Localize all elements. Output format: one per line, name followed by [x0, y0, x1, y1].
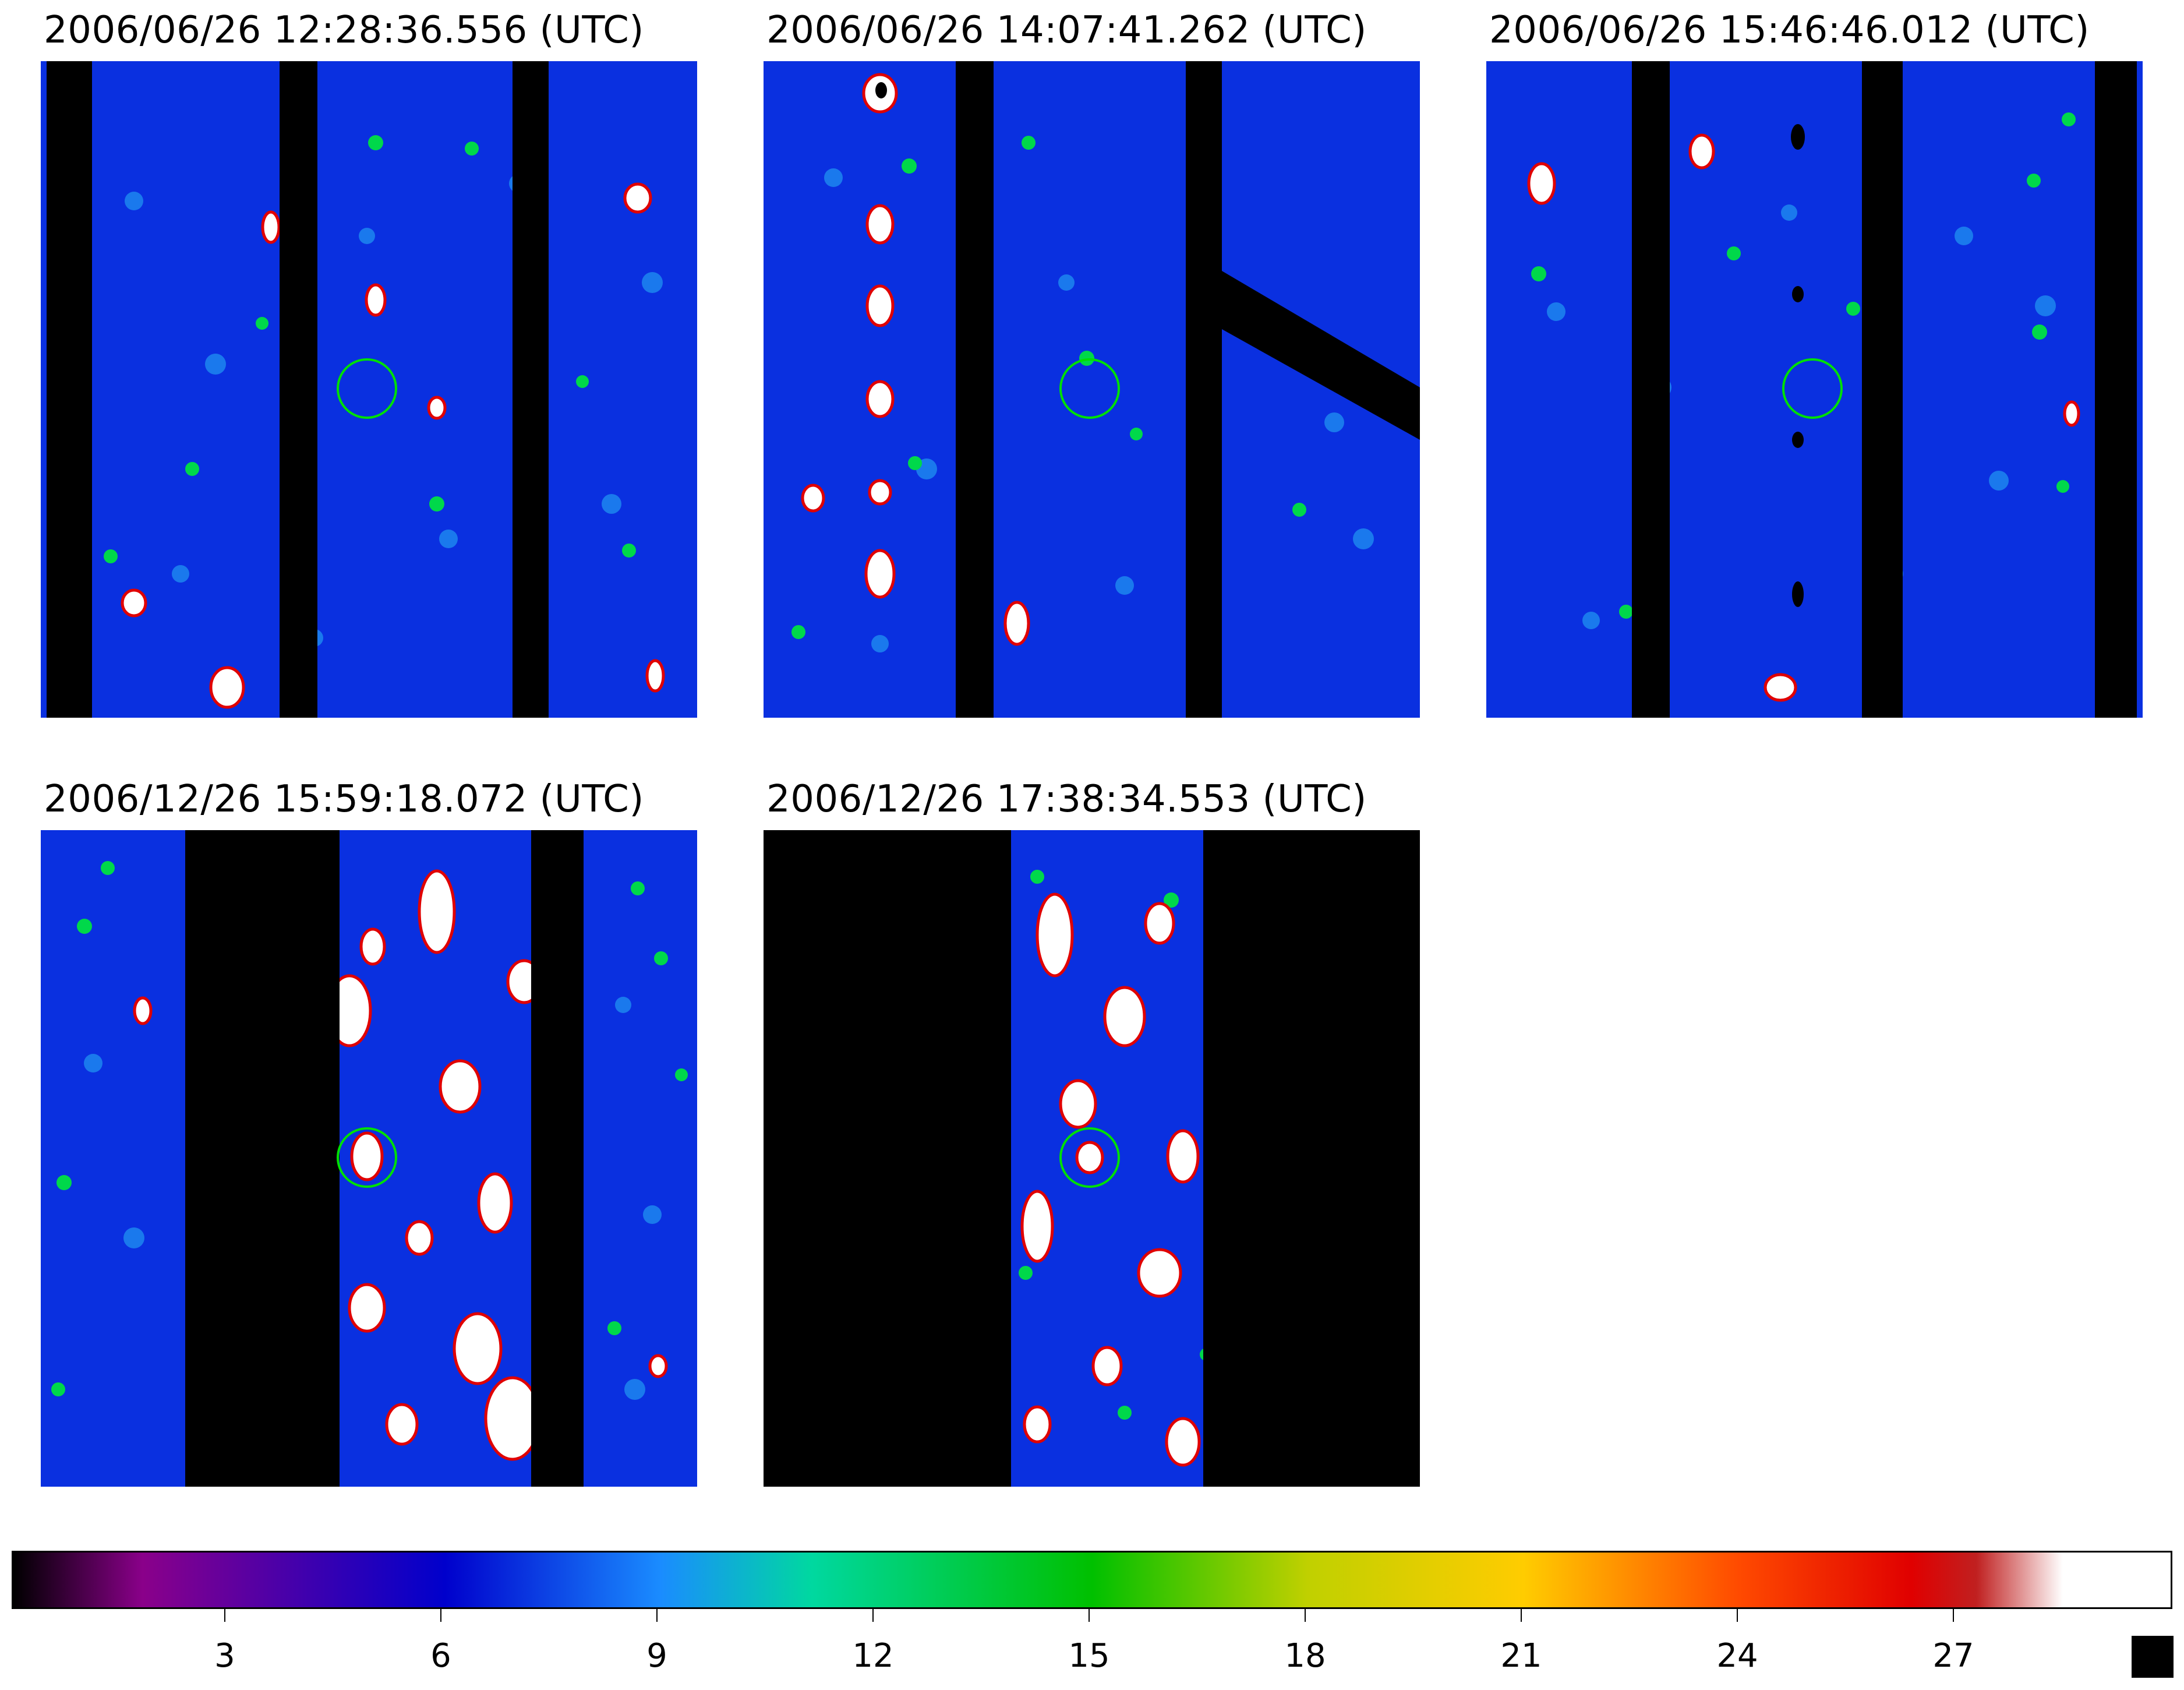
panel-5-image: [764, 830, 1420, 1487]
saturation-swatch: [2132, 1636, 2174, 1678]
colorbar-tick-label: 24: [1716, 1637, 1758, 1675]
panel-2-title: 2006/06/26 14:07:41.262 (UTC): [766, 9, 1367, 52]
colorbar-tick-label: 15: [1068, 1637, 1110, 1675]
panel-2-image: [764, 61, 1420, 718]
panel-4-image: [41, 830, 697, 1487]
colorbar-tick-label: 27: [1932, 1637, 1974, 1675]
colorbar-tick-label: 12: [852, 1637, 894, 1675]
panel-5-title: 2006/12/26 17:38:34.553 (UTC): [766, 778, 1367, 821]
colorbar-tick-15: [1089, 1609, 1090, 1622]
colorbar-tick-18: [1305, 1609, 1306, 1622]
colorbar-tick-3: [224, 1609, 225, 1622]
panel-1-title: 2006/06/26 12:28:36.556 (UTC): [44, 9, 644, 52]
colorbar: [12, 1551, 2172, 1609]
panel-4-title: 2006/12/26 15:59:18.072 (UTC): [44, 778, 644, 821]
colorbar-tick-label: 9: [646, 1637, 667, 1675]
colorbar-tick-label: 18: [1284, 1637, 1326, 1675]
marker-circle: [337, 358, 397, 419]
colorbar-tick-label: 6: [430, 1637, 451, 1675]
white-features: [121, 182, 665, 709]
panel-3-title: 2006/06/26 15:46:46.012 (UTC): [1489, 9, 2090, 52]
colorbar-tick-label: 3: [214, 1637, 235, 1675]
colorbar-tick-9: [656, 1609, 658, 1622]
panel-1-image: [41, 61, 697, 718]
masked-slits: [47, 61, 549, 718]
colorbar-tick-27: [1953, 1609, 1954, 1622]
panel-3-image: [1486, 61, 2143, 718]
colorbar-tick-label: 21: [1500, 1637, 1542, 1675]
colorbar-tick-6: [440, 1609, 441, 1622]
colorbar-tick-12: [872, 1609, 874, 1622]
colorbar-tick-24: [1737, 1609, 1738, 1622]
colorbar-tick-21: [1521, 1609, 1522, 1622]
green-features: [104, 135, 636, 563]
